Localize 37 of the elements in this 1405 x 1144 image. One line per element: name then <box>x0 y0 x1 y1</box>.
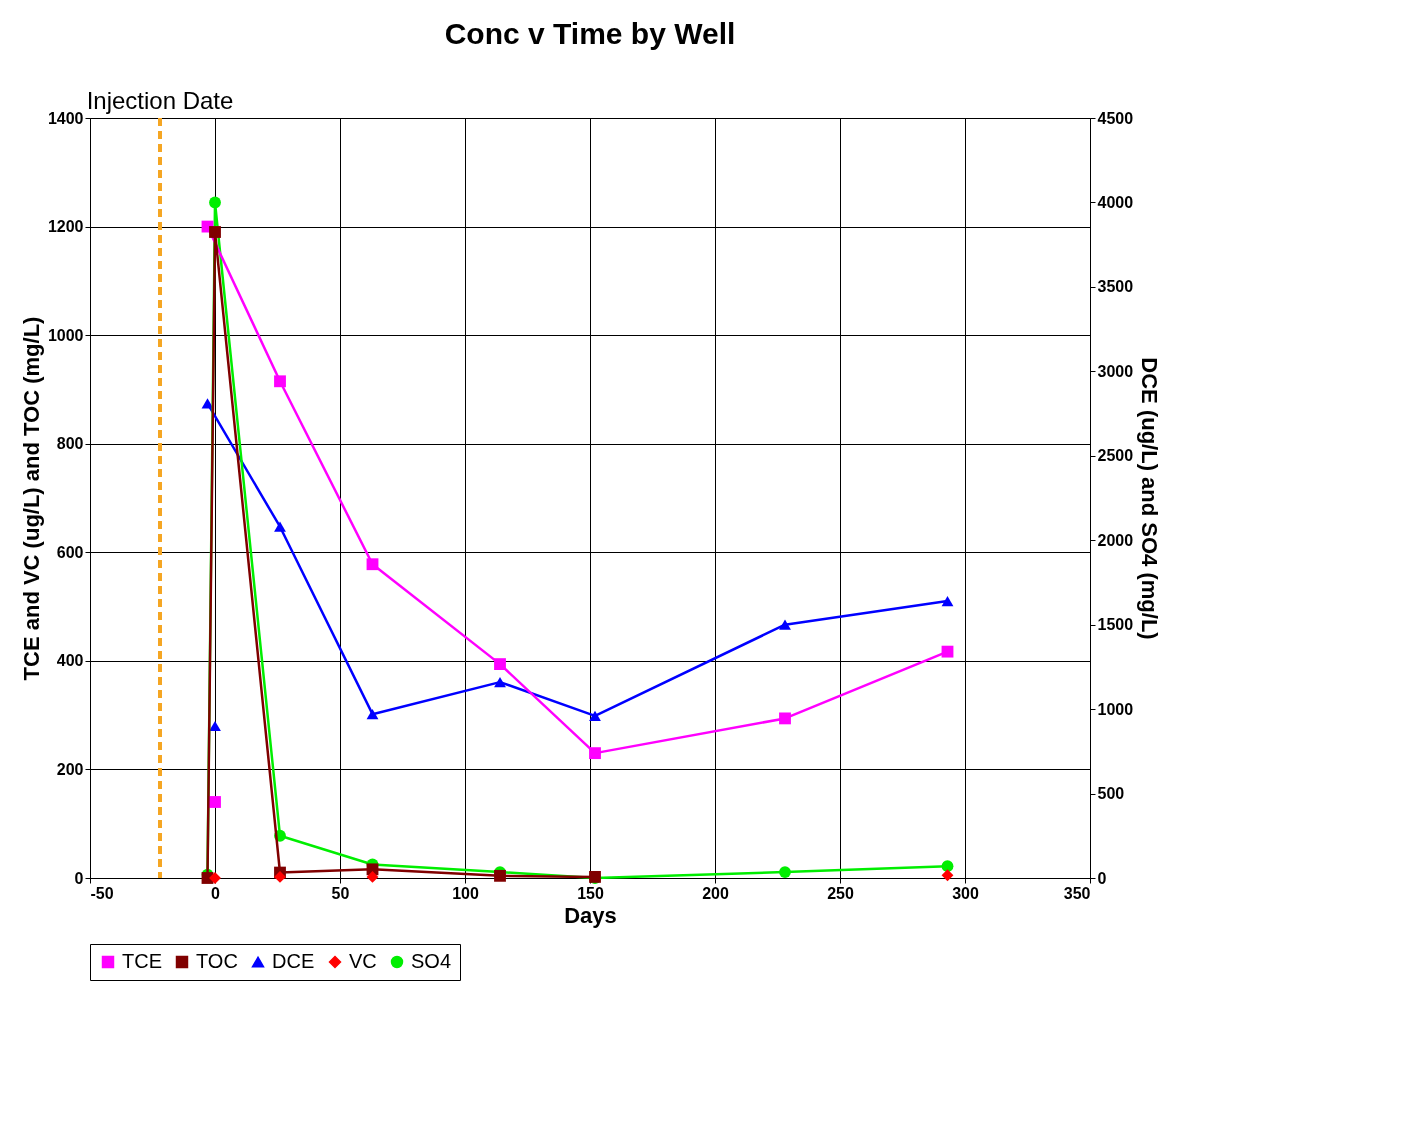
y2-tick-label: 2500 <box>1097 447 1134 465</box>
x-tick-label: 300 <box>952 884 979 902</box>
y-tick-label: 800 <box>56 435 84 453</box>
x-tick-label: 200 <box>702 884 729 902</box>
y-axis-title: TCE and VC (ug/L) and TOC (mg/L) <box>18 316 44 681</box>
y2-tick-label: 500 <box>1097 785 1125 803</box>
y2-tick-label: 4000 <box>1097 193 1134 211</box>
y-tick-label: 1000 <box>47 326 84 344</box>
x-tick-label: 150 <box>577 884 604 902</box>
y-tick-label: 1200 <box>47 218 84 236</box>
y2-tick-label: 3500 <box>1097 278 1134 296</box>
legend-label: DCE <box>272 950 315 972</box>
legend-label: SO4 <box>411 950 452 972</box>
y-tick-label: 1400 <box>47 109 84 127</box>
y2-tick-label: 4500 <box>1097 109 1134 127</box>
x-tick-label: 0 <box>211 884 221 902</box>
chart-title: Conc v Time by Well <box>444 17 736 50</box>
x-tick-label: 350 <box>1063 884 1091 902</box>
y2-tick-label: 1000 <box>1097 700 1134 718</box>
x-tick-label: -50 <box>90 884 114 902</box>
ref-line-label: Injection Date <box>86 87 234 114</box>
y2-tick-label: 2000 <box>1097 531 1134 549</box>
y-tick-label: 0 <box>74 869 84 887</box>
y2-tick-label: 3000 <box>1097 362 1134 380</box>
y-tick-label: 200 <box>56 760 84 778</box>
x-axis-title: Days <box>564 902 617 928</box>
y2-tick-label: 1500 <box>1097 616 1134 634</box>
legend-label: TOC <box>196 950 238 972</box>
y2-axis-title: DCE (ug/L) and SO4 (mg/L) <box>1137 357 1163 640</box>
x-tick-label: 100 <box>452 884 479 902</box>
y-tick-label: 600 <box>56 543 84 561</box>
x-tick-label: 50 <box>331 884 350 902</box>
y-tick-label: 400 <box>56 652 84 670</box>
y2-tick-label: 0 <box>1097 869 1107 887</box>
legend-label: TCE <box>122 950 162 972</box>
legend-label: VC <box>349 950 377 972</box>
x-tick-label: 250 <box>827 884 854 902</box>
